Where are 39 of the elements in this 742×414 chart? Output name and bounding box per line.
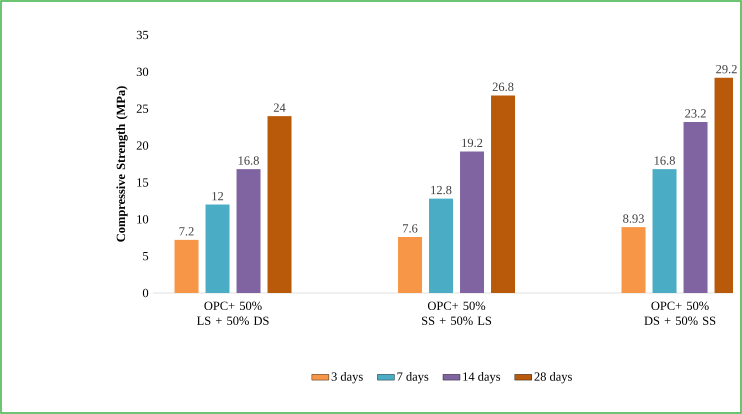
y-tick-label: 0 xyxy=(142,288,148,298)
bar xyxy=(684,122,708,293)
data-label: 7.2 xyxy=(180,227,194,236)
bar xyxy=(236,169,261,293)
y-tick-label: 5 xyxy=(143,252,148,260)
x-tick-label: OPC+ 50% DS + 50% SS xyxy=(644,302,716,325)
x-tick-label: OPC+ 50% LS + 50% DS xyxy=(197,302,269,325)
bar xyxy=(398,236,422,293)
y-tick-label: 25 xyxy=(136,104,148,113)
bar xyxy=(460,151,484,293)
bar xyxy=(652,169,677,293)
data-label: 23.2 xyxy=(685,109,706,118)
bar xyxy=(491,95,516,293)
legend-label: 28 days xyxy=(534,372,572,384)
bar xyxy=(206,204,230,293)
x-tick-label: OPC+ 50% SS + 50% LS xyxy=(422,302,492,325)
data-label: 16.8 xyxy=(238,156,259,165)
data-label: 8.93 xyxy=(623,214,644,223)
data-label: 26.8 xyxy=(492,82,514,92)
data-label: 24 xyxy=(274,103,286,112)
legend-label: 3 days xyxy=(332,372,363,384)
y-tick-label: 20 xyxy=(136,141,148,150)
y-axis-title: Compressive Strength (MPa) xyxy=(116,86,128,242)
y-tick-label: 35 xyxy=(136,30,148,40)
bar xyxy=(174,240,199,293)
bar xyxy=(429,198,454,293)
data-label: 16.8 xyxy=(654,156,675,165)
data-label: 12.8 xyxy=(431,186,452,194)
bar xyxy=(622,227,646,293)
y-tick-label: 10 xyxy=(137,215,148,224)
data-label: 29.2 xyxy=(716,64,737,74)
legend-label: 7 days xyxy=(397,372,428,384)
y-tick-label: 15 xyxy=(137,178,148,187)
data-label: 7.6 xyxy=(403,224,418,233)
data-label: 19.2 xyxy=(462,138,482,148)
bar xyxy=(268,116,292,293)
y-tick-label: 30 xyxy=(136,68,148,76)
legend-label: 14 days xyxy=(463,372,500,384)
data-label: 12 xyxy=(212,192,224,200)
